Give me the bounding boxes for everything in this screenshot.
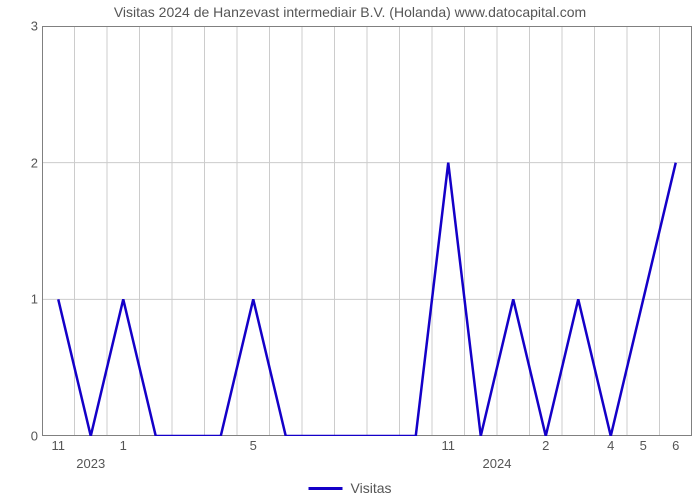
x-tick-label: 11 (442, 438, 456, 453)
y-tick-label: 2 (8, 155, 38, 170)
grid (42, 26, 692, 436)
x-tick-label: 11 (52, 438, 66, 453)
y-tick-label: 0 (8, 429, 38, 444)
x-group-label: 2024 (483, 456, 512, 471)
y-tick-label: 1 (8, 292, 38, 307)
legend-swatch (309, 487, 343, 490)
x-group-label: 2023 (76, 456, 105, 471)
x-tick-label: 2 (542, 438, 549, 453)
legend-label: Visitas (351, 480, 392, 496)
y-tick-label: 3 (8, 19, 38, 34)
chart-plot (42, 26, 692, 436)
chart-container: { "chart": { "type": "line", "title": "V… (0, 0, 700, 500)
x-tick-label: 6 (672, 438, 679, 453)
x-tick-label: 1 (120, 438, 127, 453)
x-tick-label: 5 (250, 438, 257, 453)
legend: Visitas (309, 480, 392, 496)
x-tick-label: 5 (640, 438, 647, 453)
chart-title: Visitas 2024 de Hanzevast intermediair B… (0, 4, 700, 20)
x-tick-label: 4 (607, 438, 614, 453)
